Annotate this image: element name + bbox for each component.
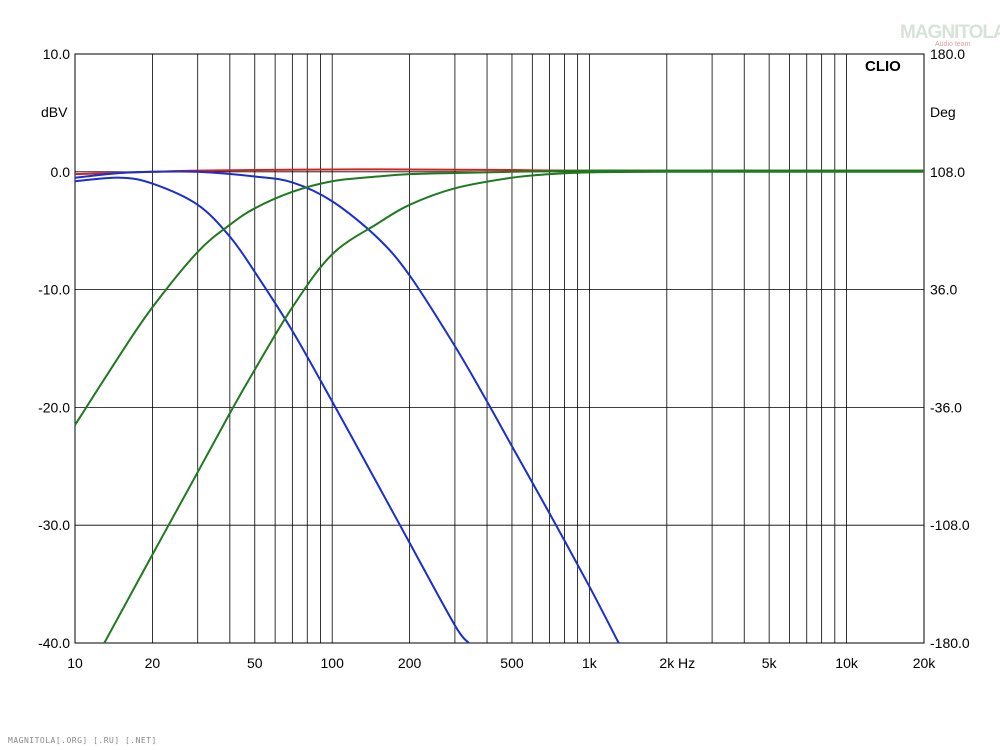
- magnitola-logo: MAGNITOLA: [900, 22, 1000, 43]
- x-tick-label: 2k: [659, 655, 675, 671]
- clio-brand-label: CLIO: [865, 58, 901, 75]
- y-tick-label: -20.0: [38, 399, 70, 415]
- x-tick-label: 50: [247, 655, 263, 671]
- plot-frame: [74, 53, 925, 644]
- series-line-2: [74, 176, 470, 644]
- y2-tick-label: -180.0: [930, 635, 970, 651]
- x-tick-label: 500: [500, 655, 524, 671]
- x-tick-label: 100: [321, 655, 345, 671]
- x-tick-label: 10: [67, 655, 83, 671]
- y2-tick-label: -36.0: [930, 399, 962, 415]
- y2-tick-label: 36.0: [930, 282, 957, 298]
- series-line-3: [74, 170, 620, 644]
- y-tick-label: 10.0: [43, 46, 70, 62]
- x-tick-label: 200: [398, 655, 422, 671]
- y-tick-label: -10.0: [38, 282, 70, 298]
- magnitola-logo-subtitle: Audio team: [935, 41, 971, 48]
- x-tick-label: 20k: [913, 655, 937, 671]
- chart-grid: [74, 53, 925, 644]
- y2-tick-label: 180.0: [930, 46, 965, 62]
- series-line-5: [103, 170, 925, 644]
- y2-tick-label: 108.0: [930, 164, 965, 180]
- x-tick-label: 20: [145, 655, 161, 671]
- y2-tick-label: -108.0: [930, 517, 970, 533]
- x-axis-unit: Hz: [678, 655, 695, 671]
- y2-axis-label: Deg: [930, 104, 956, 120]
- series-line-4: [74, 169, 924, 426]
- y-tick-label: -30.0: [38, 517, 70, 533]
- x-tick-label: 1k: [582, 655, 598, 671]
- x-tick-labels: 10 20 50 100 200 500 1k 2k 5k 10k 20k: [67, 655, 936, 671]
- y2-tick-labels: 180.0 108.0 36.0 -36.0 -108.0 -180.0: [930, 46, 970, 651]
- y-tick-label: -40.0: [38, 635, 70, 651]
- x-tick-label: 5k: [762, 655, 778, 671]
- y-axis-label: dBV: [41, 104, 68, 120]
- y-tick-label: 0.0: [51, 164, 71, 180]
- series-group: [74, 168, 925, 644]
- y-tick-labels: 10.0 0.0 -10.0 -20.0 -30.0 -40.0: [38, 46, 70, 651]
- footer-watermark: MAGNITOLA[.ORG] [.RU] [.NET]: [8, 736, 157, 745]
- x-tick-label: 10k: [835, 655, 859, 671]
